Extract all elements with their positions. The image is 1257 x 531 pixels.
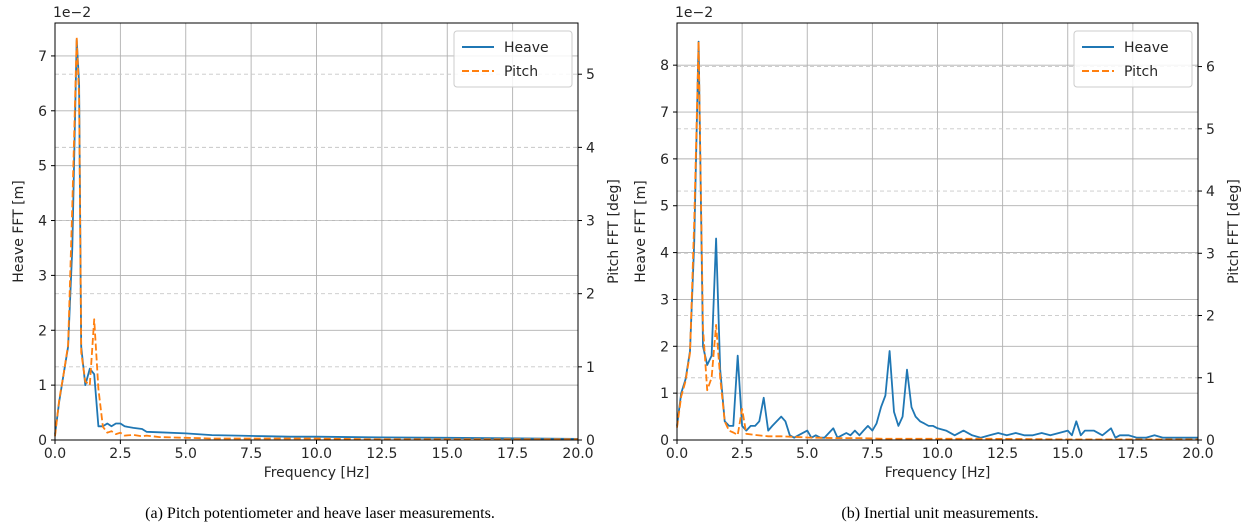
y2-tick-label: 2 bbox=[586, 287, 595, 303]
y2-tick-label: 1 bbox=[1206, 371, 1215, 387]
x-tick-label: 17.5 bbox=[1117, 446, 1148, 462]
y-tick-label: 2 bbox=[660, 339, 669, 355]
x-tick-label: 2.5 bbox=[109, 446, 131, 462]
y-tick-label: 1 bbox=[660, 386, 669, 402]
y-tick-label: 3 bbox=[660, 292, 669, 308]
x-tick-label: 5.0 bbox=[175, 446, 197, 462]
y2-tick-label: 1 bbox=[586, 360, 595, 376]
y2-tick-label: 5 bbox=[1206, 122, 1215, 138]
y-tick-label: 0 bbox=[38, 433, 47, 449]
x-tick-label: 5.0 bbox=[796, 446, 818, 462]
caption-left: (a) Pitch potentiometer and heave laser … bbox=[145, 505, 495, 522]
y-tick-label: 5 bbox=[38, 159, 47, 175]
y-tick-label: 3 bbox=[38, 268, 47, 284]
y2-axis-label: Pitch FFT [deg] bbox=[1226, 179, 1242, 284]
legend-box bbox=[1073, 30, 1193, 88]
legend-label-pitch: Pitch bbox=[504, 64, 538, 80]
y-tick-label: 7 bbox=[660, 105, 669, 121]
x-tick-label: 10.0 bbox=[301, 446, 332, 462]
x-tick-label: 12.5 bbox=[366, 446, 397, 462]
y-exponent-label: 1e−2 bbox=[675, 5, 713, 21]
x-axis-label: Frequency [Hz] bbox=[264, 465, 370, 481]
y-tick-label: 6 bbox=[660, 152, 669, 168]
y-tick-label: 2 bbox=[38, 323, 47, 339]
y-tick-label: 4 bbox=[660, 246, 669, 262]
y-tick-label: 1 bbox=[38, 378, 47, 394]
y-axis-label: Heave FFT [m] bbox=[11, 180, 27, 283]
y2-tick-label: 0 bbox=[586, 433, 595, 449]
y-tick-label: 5 bbox=[660, 199, 669, 215]
y-tick-label: 0 bbox=[660, 433, 669, 449]
chart-2: 0.0 2.5 5.0 7.5 10.0 12.5 15.0 17.5 20.001234567… bbox=[633, 5, 1242, 481]
series-line-heave bbox=[676, 40, 1198, 439]
x-tick-label: 20.0 bbox=[1182, 446, 1213, 462]
x-tick-label: 0.0 bbox=[44, 446, 66, 462]
legend-label-pitch: Pitch bbox=[1124, 64, 1158, 80]
y2-tick-label: 5 bbox=[586, 67, 595, 83]
legend-label-heave: Heave bbox=[504, 40, 549, 56]
x-tick-label: 17.5 bbox=[497, 446, 528, 462]
caption-right: (b) Inertial unit measurements. bbox=[841, 505, 1039, 522]
series-line-pitch bbox=[676, 40, 1198, 441]
legend-label-heave: Heave bbox=[1124, 40, 1169, 56]
y2-axis-label: Pitch FFT [deg] bbox=[606, 179, 622, 284]
x-tick-label: 7.5 bbox=[861, 446, 883, 462]
y2-tick-label: 4 bbox=[1206, 184, 1215, 200]
y2-tick-label: 0 bbox=[1206, 433, 1215, 449]
legend-box bbox=[453, 30, 573, 88]
y-tick-label: 4 bbox=[38, 214, 47, 230]
chart-1: 0.0 2.5 5.0 7.5 10.0 12.5 15.0 17.5 20.001234567… bbox=[11, 5, 622, 481]
x-tick-label: 20.0 bbox=[562, 446, 593, 462]
y2-tick-label: 2 bbox=[1206, 309, 1215, 325]
x-tick-label: 0.0 bbox=[666, 446, 688, 462]
y-tick-label: 8 bbox=[660, 58, 669, 74]
series-line-pitch bbox=[54, 36, 578, 441]
y2-tick-label: 6 bbox=[1206, 60, 1215, 76]
x-tick-label: 7.5 bbox=[240, 446, 262, 462]
y2-tick-label: 3 bbox=[1206, 246, 1215, 262]
y-exponent-label: 1e−2 bbox=[53, 5, 91, 21]
x-tick-label: 15.0 bbox=[432, 446, 463, 462]
y-tick-label: 7 bbox=[38, 49, 47, 65]
x-tick-label: 10.0 bbox=[922, 446, 953, 462]
x-tick-label: 15.0 bbox=[1052, 446, 1083, 462]
x-tick-label: 12.5 bbox=[987, 446, 1018, 462]
y2-tick-label: 4 bbox=[586, 140, 595, 156]
x-axis-label: Frequency [Hz] bbox=[885, 465, 991, 481]
y-tick-label: 6 bbox=[38, 104, 47, 120]
y-axis-label: Heave FFT [m] bbox=[633, 180, 649, 283]
y2-tick-label: 3 bbox=[586, 214, 595, 230]
x-tick-label: 2.5 bbox=[731, 446, 753, 462]
